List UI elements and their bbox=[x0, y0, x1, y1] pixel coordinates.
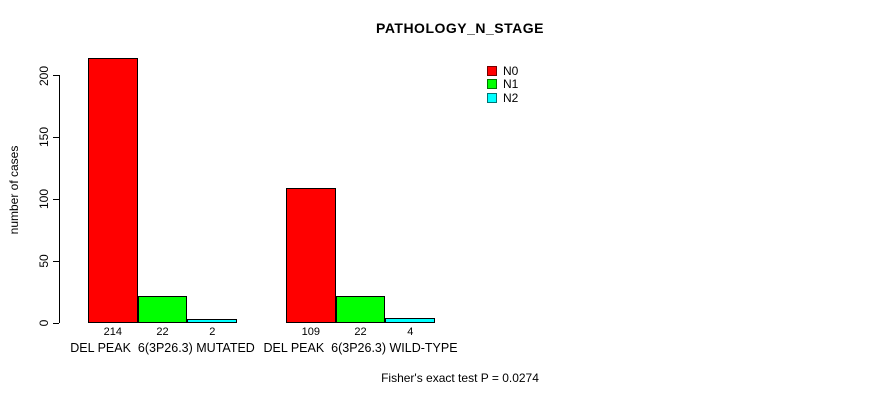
chart-title: PATHOLOGY_N_STAGE bbox=[376, 20, 544, 36]
bar-n1-group1 bbox=[137, 295, 188, 323]
y-axis-line bbox=[59, 75, 60, 323]
legend-item-n1: N1 bbox=[487, 78, 518, 92]
bar-n1-group2 bbox=[335, 295, 386, 323]
legend: N0 N1 N2 bbox=[487, 64, 518, 105]
legend-label: N1 bbox=[503, 77, 519, 92]
bar-n0-group1 bbox=[88, 58, 138, 323]
legend-swatch-n1 bbox=[487, 79, 497, 90]
y-tick-label: 100 bbox=[37, 189, 51, 210]
category-label: DEL PEAK 6(3P26.3) MUTATED bbox=[70, 341, 255, 355]
bar-value-label: 22 bbox=[354, 326, 367, 338]
y-tick-label: 0 bbox=[37, 319, 51, 327]
y-axis-tick bbox=[53, 322, 59, 324]
legend-label: N2 bbox=[503, 90, 519, 105]
bar-n2-group1 bbox=[187, 319, 238, 323]
bar-value-label: 109 bbox=[301, 326, 321, 338]
y-tick-label: 200 bbox=[37, 65, 51, 86]
y-axis-tick bbox=[53, 198, 59, 200]
legend-swatch-n2 bbox=[487, 92, 497, 103]
y-tick-label: 150 bbox=[37, 127, 51, 148]
bar-value-label: 2 bbox=[209, 326, 216, 338]
bar-n2-group2 bbox=[385, 318, 436, 323]
legend-swatch-n0 bbox=[487, 65, 497, 76]
y-axis-title: number of cases bbox=[7, 145, 21, 235]
legend-item-n0: N0 bbox=[487, 64, 518, 78]
y-axis-tick bbox=[53, 75, 59, 76]
bar-n0-group2 bbox=[286, 188, 336, 323]
bar-value-label: 22 bbox=[156, 326, 169, 338]
category-label: DEL PEAK 6(3P26.3) WILD-TYPE bbox=[263, 341, 458, 355]
bar-value-label: 214 bbox=[103, 326, 123, 338]
bar-value-label: 4 bbox=[407, 326, 414, 338]
y-axis-tick bbox=[53, 260, 59, 262]
y-tick-label: 50 bbox=[37, 254, 51, 268]
statistical-test-note: Fisher's exact test P = 0.0274 bbox=[381, 371, 539, 385]
legend-label: N0 bbox=[503, 63, 519, 78]
legend-item-n2: N2 bbox=[487, 91, 518, 105]
y-axis-tick bbox=[53, 136, 59, 138]
